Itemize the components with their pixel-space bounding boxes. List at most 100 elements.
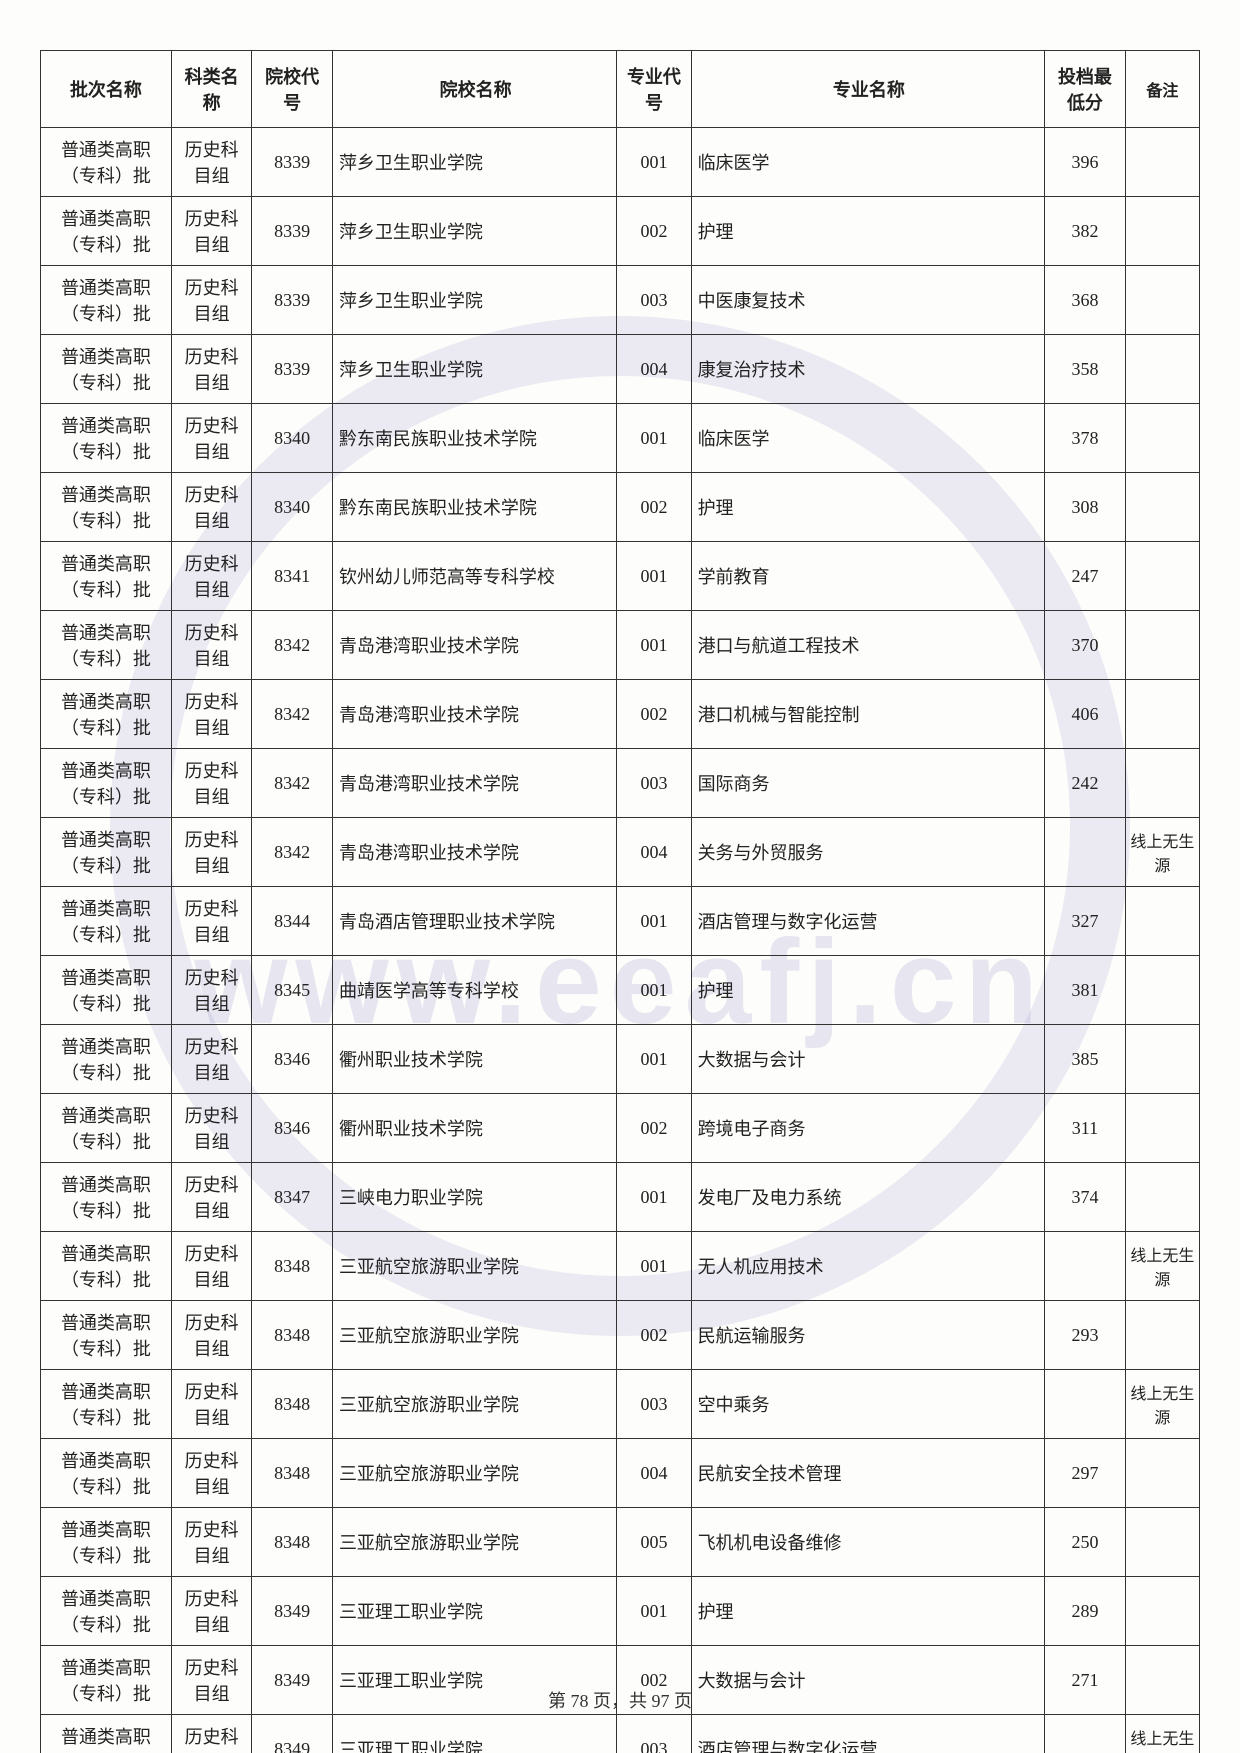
cell-batch: 普通类高职（专科）批 xyxy=(41,956,172,1025)
cell-note xyxy=(1125,1439,1199,1508)
cell-school: 三亚理工职业学院 xyxy=(332,1715,616,1753)
cell-score: 250 xyxy=(1045,1508,1126,1577)
document-page: www.eeafj.cn 批次名称 科类名称 院校代号 院校名称 专业代号 专业… xyxy=(0,0,1240,1753)
cell-major-code: 001 xyxy=(617,887,691,956)
cell-major: 民航运输服务 xyxy=(691,1301,1045,1370)
table-row: 普通类高职（专科）批历史科目组8347三峡电力职业学院001发电厂及电力系统37… xyxy=(41,1163,1200,1232)
cell-score: 327 xyxy=(1045,887,1126,956)
cell-subject: 历史科目组 xyxy=(171,1370,252,1439)
cell-school: 黔东南民族职业技术学院 xyxy=(332,404,616,473)
admissions-table: 批次名称 科类名称 院校代号 院校名称 专业代号 专业名称 投档最低分 备注 普… xyxy=(40,50,1200,1753)
cell-school: 三亚航空旅游职业学院 xyxy=(332,1232,616,1301)
cell-code: 8349 xyxy=(252,1715,333,1753)
cell-score: 297 xyxy=(1045,1439,1126,1508)
cell-subject: 历史科目组 xyxy=(171,335,252,404)
table-row: 普通类高职（专科）批历史科目组8339萍乡卫生职业学院001临床医学396 xyxy=(41,128,1200,197)
cell-score: 311 xyxy=(1045,1094,1126,1163)
cell-subject: 历史科目组 xyxy=(171,1508,252,1577)
cell-subject: 历史科目组 xyxy=(171,1232,252,1301)
cell-subject: 历史科目组 xyxy=(171,680,252,749)
cell-score xyxy=(1045,818,1126,887)
cell-score: 396 xyxy=(1045,128,1126,197)
cell-score xyxy=(1045,1232,1126,1301)
cell-score: 289 xyxy=(1045,1577,1126,1646)
cell-batch: 普通类高职（专科）批 xyxy=(41,749,172,818)
cell-school: 三峡电力职业学院 xyxy=(332,1163,616,1232)
cell-batch: 普通类高职（专科）批 xyxy=(41,335,172,404)
cell-school: 三亚理工职业学院 xyxy=(332,1577,616,1646)
cell-major-code: 001 xyxy=(617,542,691,611)
cell-score xyxy=(1045,1370,1126,1439)
table-body: 普通类高职（专科）批历史科目组8339萍乡卫生职业学院001临床医学396普通类… xyxy=(41,128,1200,1753)
cell-code: 8342 xyxy=(252,818,333,887)
cell-score: 381 xyxy=(1045,956,1126,1025)
cell-score: 378 xyxy=(1045,404,1126,473)
table-row: 普通类高职（专科）批历史科目组8341钦州幼儿师范高等专科学校001学前教育24… xyxy=(41,542,1200,611)
cell-note: 线上无生源 xyxy=(1125,1370,1199,1439)
cell-code: 8348 xyxy=(252,1439,333,1508)
cell-subject: 历史科目组 xyxy=(171,1577,252,1646)
cell-major: 临床医学 xyxy=(691,404,1045,473)
cell-major: 关务与外贸服务 xyxy=(691,818,1045,887)
cell-batch: 普通类高职（专科）批 xyxy=(41,197,172,266)
cell-code: 8346 xyxy=(252,1094,333,1163)
cell-note xyxy=(1125,1301,1199,1370)
cell-score: 385 xyxy=(1045,1025,1126,1094)
table-row: 普通类高职（专科）批历史科目组8346衢州职业技术学院002跨境电子商务311 xyxy=(41,1094,1200,1163)
cell-subject: 历史科目组 xyxy=(171,749,252,818)
cell-major-code: 001 xyxy=(617,1025,691,1094)
cell-major: 港口机械与智能控制 xyxy=(691,680,1045,749)
cell-score: 358 xyxy=(1045,335,1126,404)
cell-code: 8345 xyxy=(252,956,333,1025)
cell-school: 曲靖医学高等专科学校 xyxy=(332,956,616,1025)
cell-school: 衢州职业技术学院 xyxy=(332,1025,616,1094)
cell-batch: 普通类高职（专科）批 xyxy=(41,1577,172,1646)
cell-major-code: 004 xyxy=(617,335,691,404)
cell-major-code: 004 xyxy=(617,1439,691,1508)
page-footer: 第 78 页，共 97 页 xyxy=(0,1687,1240,1713)
cell-code: 8348 xyxy=(252,1301,333,1370)
cell-major-code: 003 xyxy=(617,266,691,335)
cell-subject: 历史科目组 xyxy=(171,1094,252,1163)
cell-code: 8340 xyxy=(252,473,333,542)
table-row: 普通类高职（专科）批历史科目组8345曲靖医学高等专科学校001护理381 xyxy=(41,956,1200,1025)
cell-major: 民航安全技术管理 xyxy=(691,1439,1045,1508)
cell-major: 飞机机电设备维修 xyxy=(691,1508,1045,1577)
cell-score: 382 xyxy=(1045,197,1126,266)
cell-note xyxy=(1125,404,1199,473)
cell-batch: 普通类高职（专科）批 xyxy=(41,1232,172,1301)
cell-major-code: 001 xyxy=(617,404,691,473)
cell-subject: 历史科目组 xyxy=(171,1163,252,1232)
cell-subject: 历史科目组 xyxy=(171,473,252,542)
cell-note: 线上无生源 xyxy=(1125,1232,1199,1301)
cell-batch: 普通类高职（专科）批 xyxy=(41,680,172,749)
table-row: 普通类高职（专科）批历史科目组8344青岛酒店管理职业技术学院001酒店管理与数… xyxy=(41,887,1200,956)
table-row: 普通类高职（专科）批历史科目组8348三亚航空旅游职业学院004民航安全技术管理… xyxy=(41,1439,1200,1508)
cell-school: 青岛港湾职业技术学院 xyxy=(332,680,616,749)
cell-school: 钦州幼儿师范高等专科学校 xyxy=(332,542,616,611)
cell-subject: 历史科目组 xyxy=(171,404,252,473)
cell-note xyxy=(1125,542,1199,611)
table-row: 普通类高职（专科）批历史科目组8348三亚航空旅游职业学院002民航运输服务29… xyxy=(41,1301,1200,1370)
cell-major-code: 002 xyxy=(617,197,691,266)
cell-major: 护理 xyxy=(691,956,1045,1025)
cell-major-code: 001 xyxy=(617,1577,691,1646)
cell-batch: 普通类高职（专科）批 xyxy=(41,542,172,611)
header-batch: 批次名称 xyxy=(41,51,172,128)
cell-note xyxy=(1125,680,1199,749)
cell-score xyxy=(1045,1715,1126,1753)
table-row: 普通类高职（专科）批历史科目组8348三亚航空旅游职业学院001无人机应用技术线… xyxy=(41,1232,1200,1301)
cell-major-code: 002 xyxy=(617,473,691,542)
cell-school: 三亚航空旅游职业学院 xyxy=(332,1439,616,1508)
cell-batch: 普通类高职（专科）批 xyxy=(41,818,172,887)
cell-major: 港口与航道工程技术 xyxy=(691,611,1045,680)
cell-major: 国际商务 xyxy=(691,749,1045,818)
cell-code: 8348 xyxy=(252,1508,333,1577)
table-row: 普通类高职（专科）批历史科目组8340黔东南民族职业技术学院001临床医学378 xyxy=(41,404,1200,473)
cell-school: 青岛酒店管理职业技术学院 xyxy=(332,887,616,956)
cell-subject: 历史科目组 xyxy=(171,818,252,887)
table-row: 普通类高职（专科）批历史科目组8339萍乡卫生职业学院004康复治疗技术358 xyxy=(41,335,1200,404)
cell-batch: 普通类高职（专科）批 xyxy=(41,404,172,473)
table-row: 普通类高职（专科）批历史科目组8339萍乡卫生职业学院003中医康复技术368 xyxy=(41,266,1200,335)
cell-school: 黔东南民族职业技术学院 xyxy=(332,473,616,542)
